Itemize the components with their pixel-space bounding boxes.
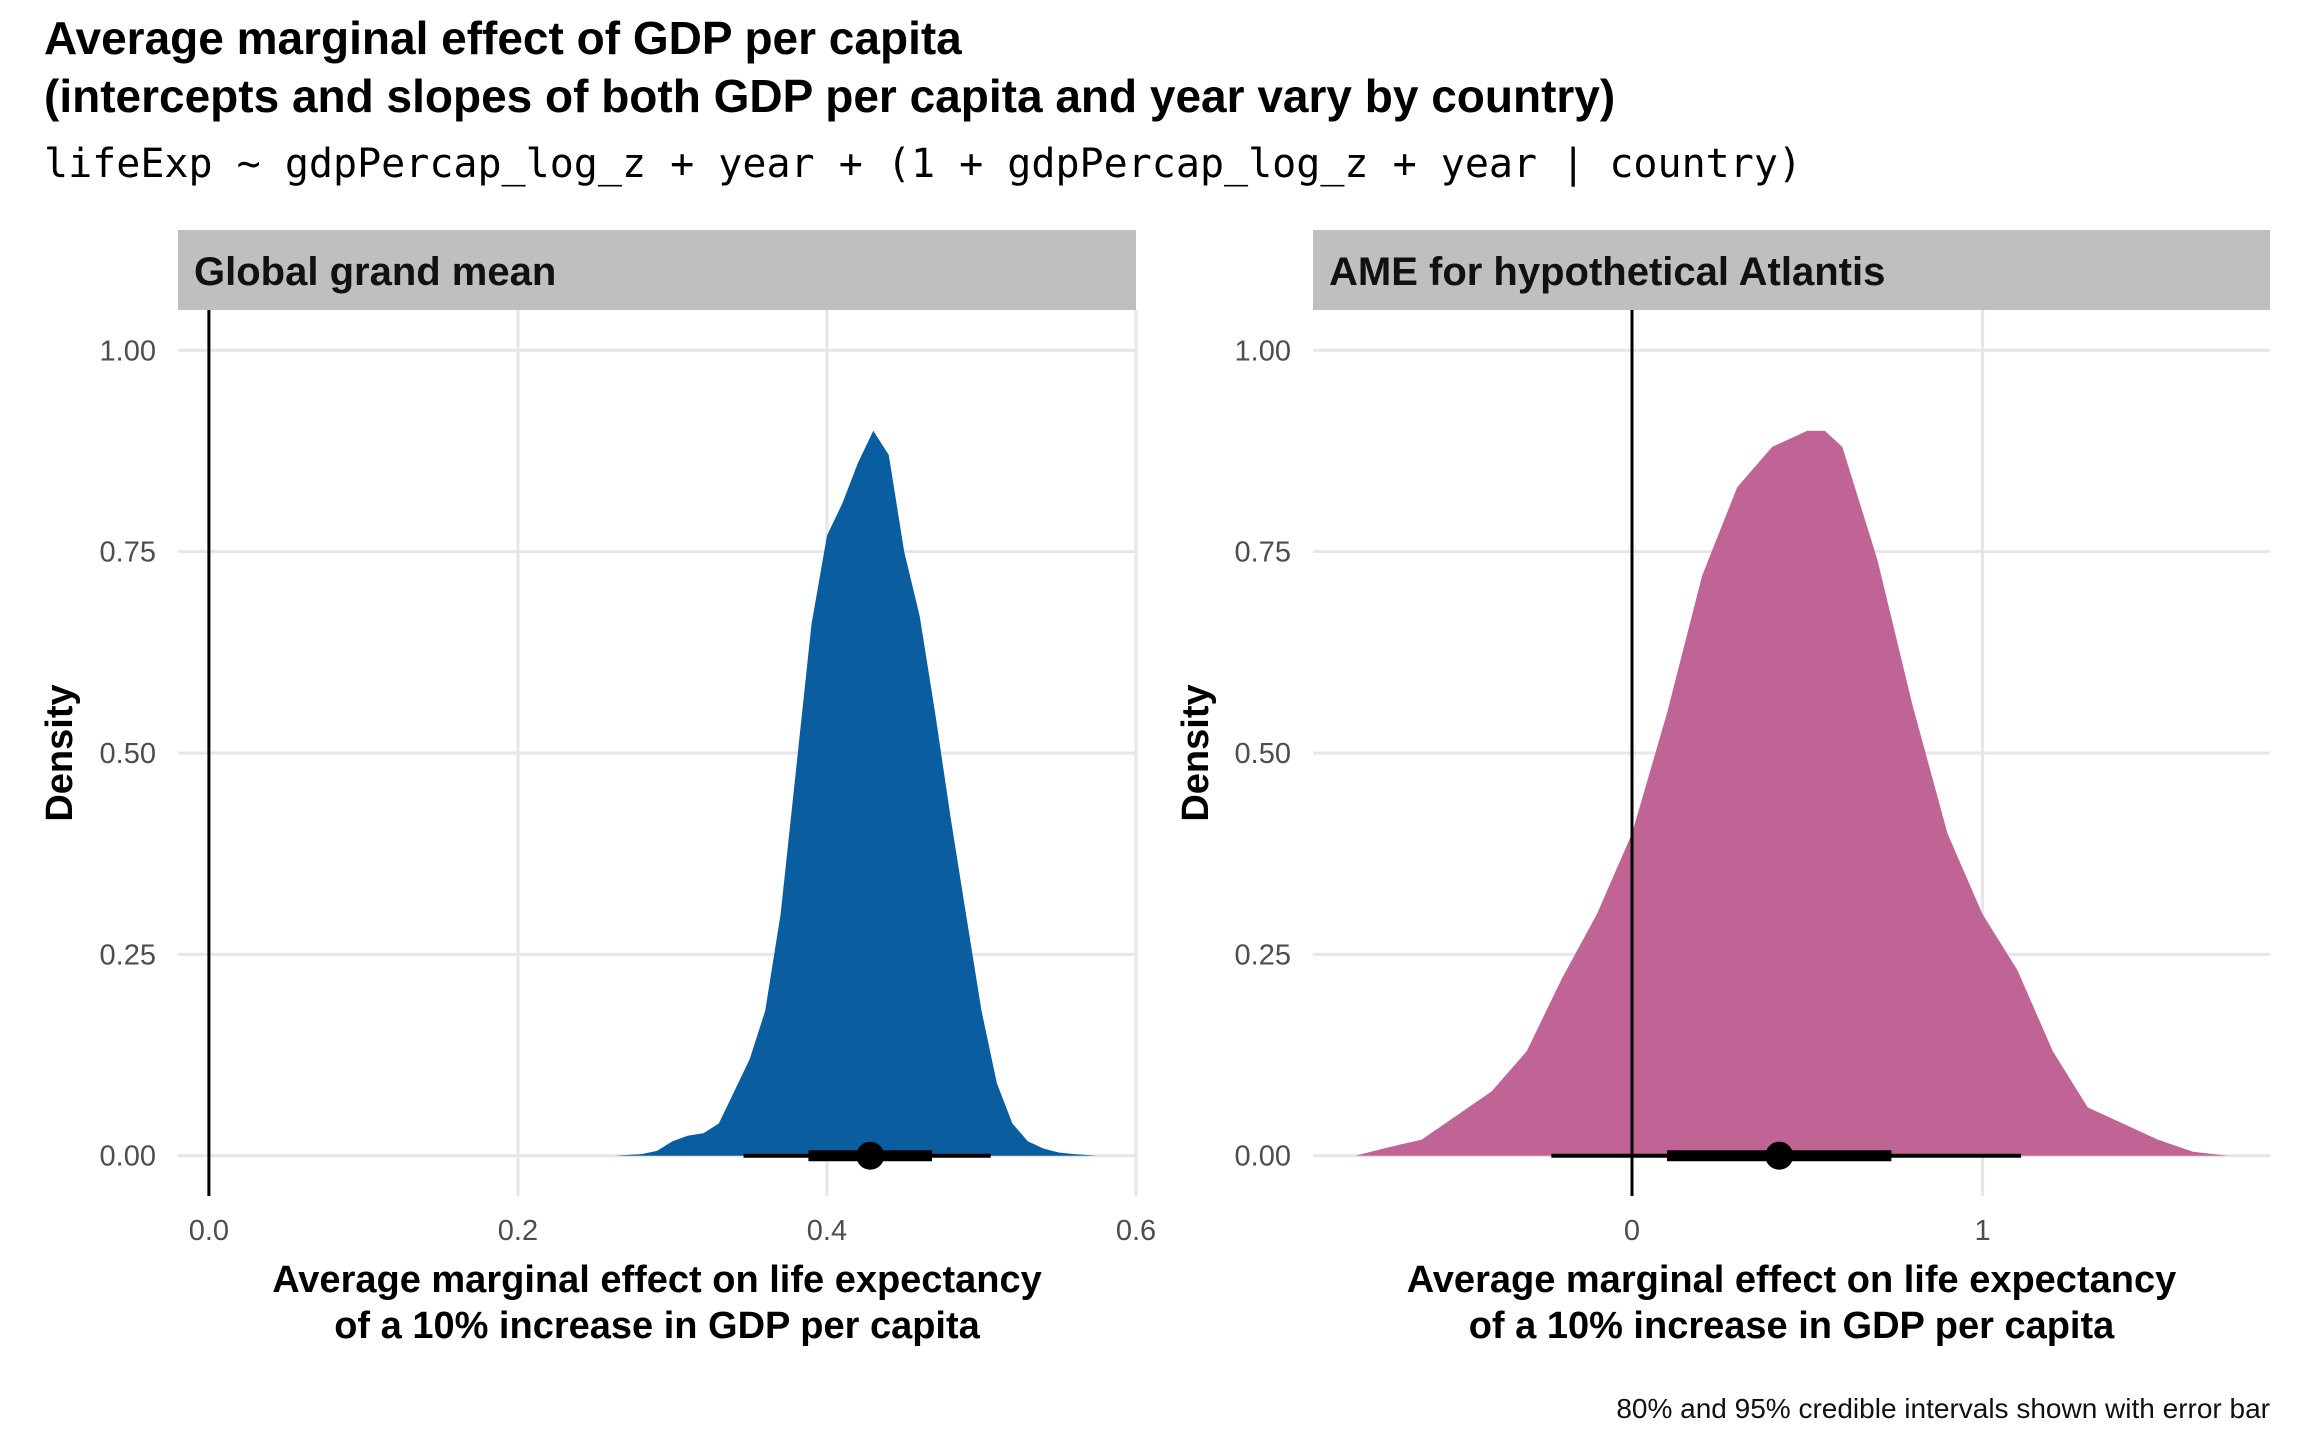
point-estimate bbox=[1765, 1141, 1794, 1170]
strip-background bbox=[1313, 230, 2270, 310]
x-axis-title-line1: Average marginal effect on life expectan… bbox=[272, 1259, 1041, 1301]
model-formula: lifeExp ~ gdpPercap_log_z + year + (1 + … bbox=[44, 141, 1802, 187]
y-tick-label: 0.75 bbox=[1235, 537, 1291, 569]
x-axis-title-line1: Average marginal effect on life expectan… bbox=[1407, 1259, 2176, 1301]
panel-title: Global grand mean bbox=[194, 250, 556, 294]
x-axis-title-line2: of a 10% increase in GDP per capita bbox=[334, 1305, 980, 1347]
x-tick-label: 0.0 bbox=[189, 1215, 229, 1247]
x-tick-label: 0.4 bbox=[807, 1215, 847, 1247]
figure-title-line1: Average marginal effect of GDP per capit… bbox=[44, 12, 962, 64]
y-tick-label: 0.00 bbox=[100, 1141, 156, 1173]
density-area bbox=[1355, 430, 2228, 1156]
panel-atlantis: AME for hypothetical Atlantis 0.00 0.25 0.5… bbox=[1175, 230, 2270, 1347]
x-tick-label: 0.2 bbox=[498, 1215, 538, 1247]
caption: 80% and 95% credible intervals shown wit… bbox=[1616, 1393, 2270, 1424]
strip-background bbox=[178, 230, 1136, 310]
y-tick-label: 0.25 bbox=[100, 939, 156, 971]
density-area bbox=[615, 430, 1098, 1156]
y-axis-title: Density bbox=[39, 684, 81, 821]
x-tick-label: 1 bbox=[1974, 1215, 1990, 1247]
y-tick-label: 1.00 bbox=[100, 335, 156, 367]
point-estimate bbox=[856, 1141, 885, 1170]
figure-title-line2: (intercepts and slopes of both GDP per c… bbox=[44, 70, 1615, 122]
x-axis-title-line2: of a 10% increase in GDP per capita bbox=[1469, 1305, 2115, 1347]
y-tick-label: 0.75 bbox=[100, 537, 156, 569]
y-tick-label: 0.00 bbox=[1235, 1141, 1291, 1173]
y-tick-label: 0.50 bbox=[1235, 738, 1291, 770]
y-tick-label: 0.50 bbox=[100, 738, 156, 770]
y-tick-label: 1.00 bbox=[1235, 335, 1291, 367]
x-tick-label: 0.6 bbox=[1116, 1215, 1156, 1247]
x-tick-label: 0 bbox=[1624, 1215, 1640, 1247]
panel-title: AME for hypothetical Atlantis bbox=[1329, 250, 1885, 294]
y-axis-title: Density bbox=[1175, 684, 1217, 821]
panel-global-grand-mean: Global grand mean 0.00 0.25 0.50 0.75 1.00 0.0… bbox=[39, 230, 1156, 1347]
y-tick-label: 0.25 bbox=[1235, 939, 1291, 971]
